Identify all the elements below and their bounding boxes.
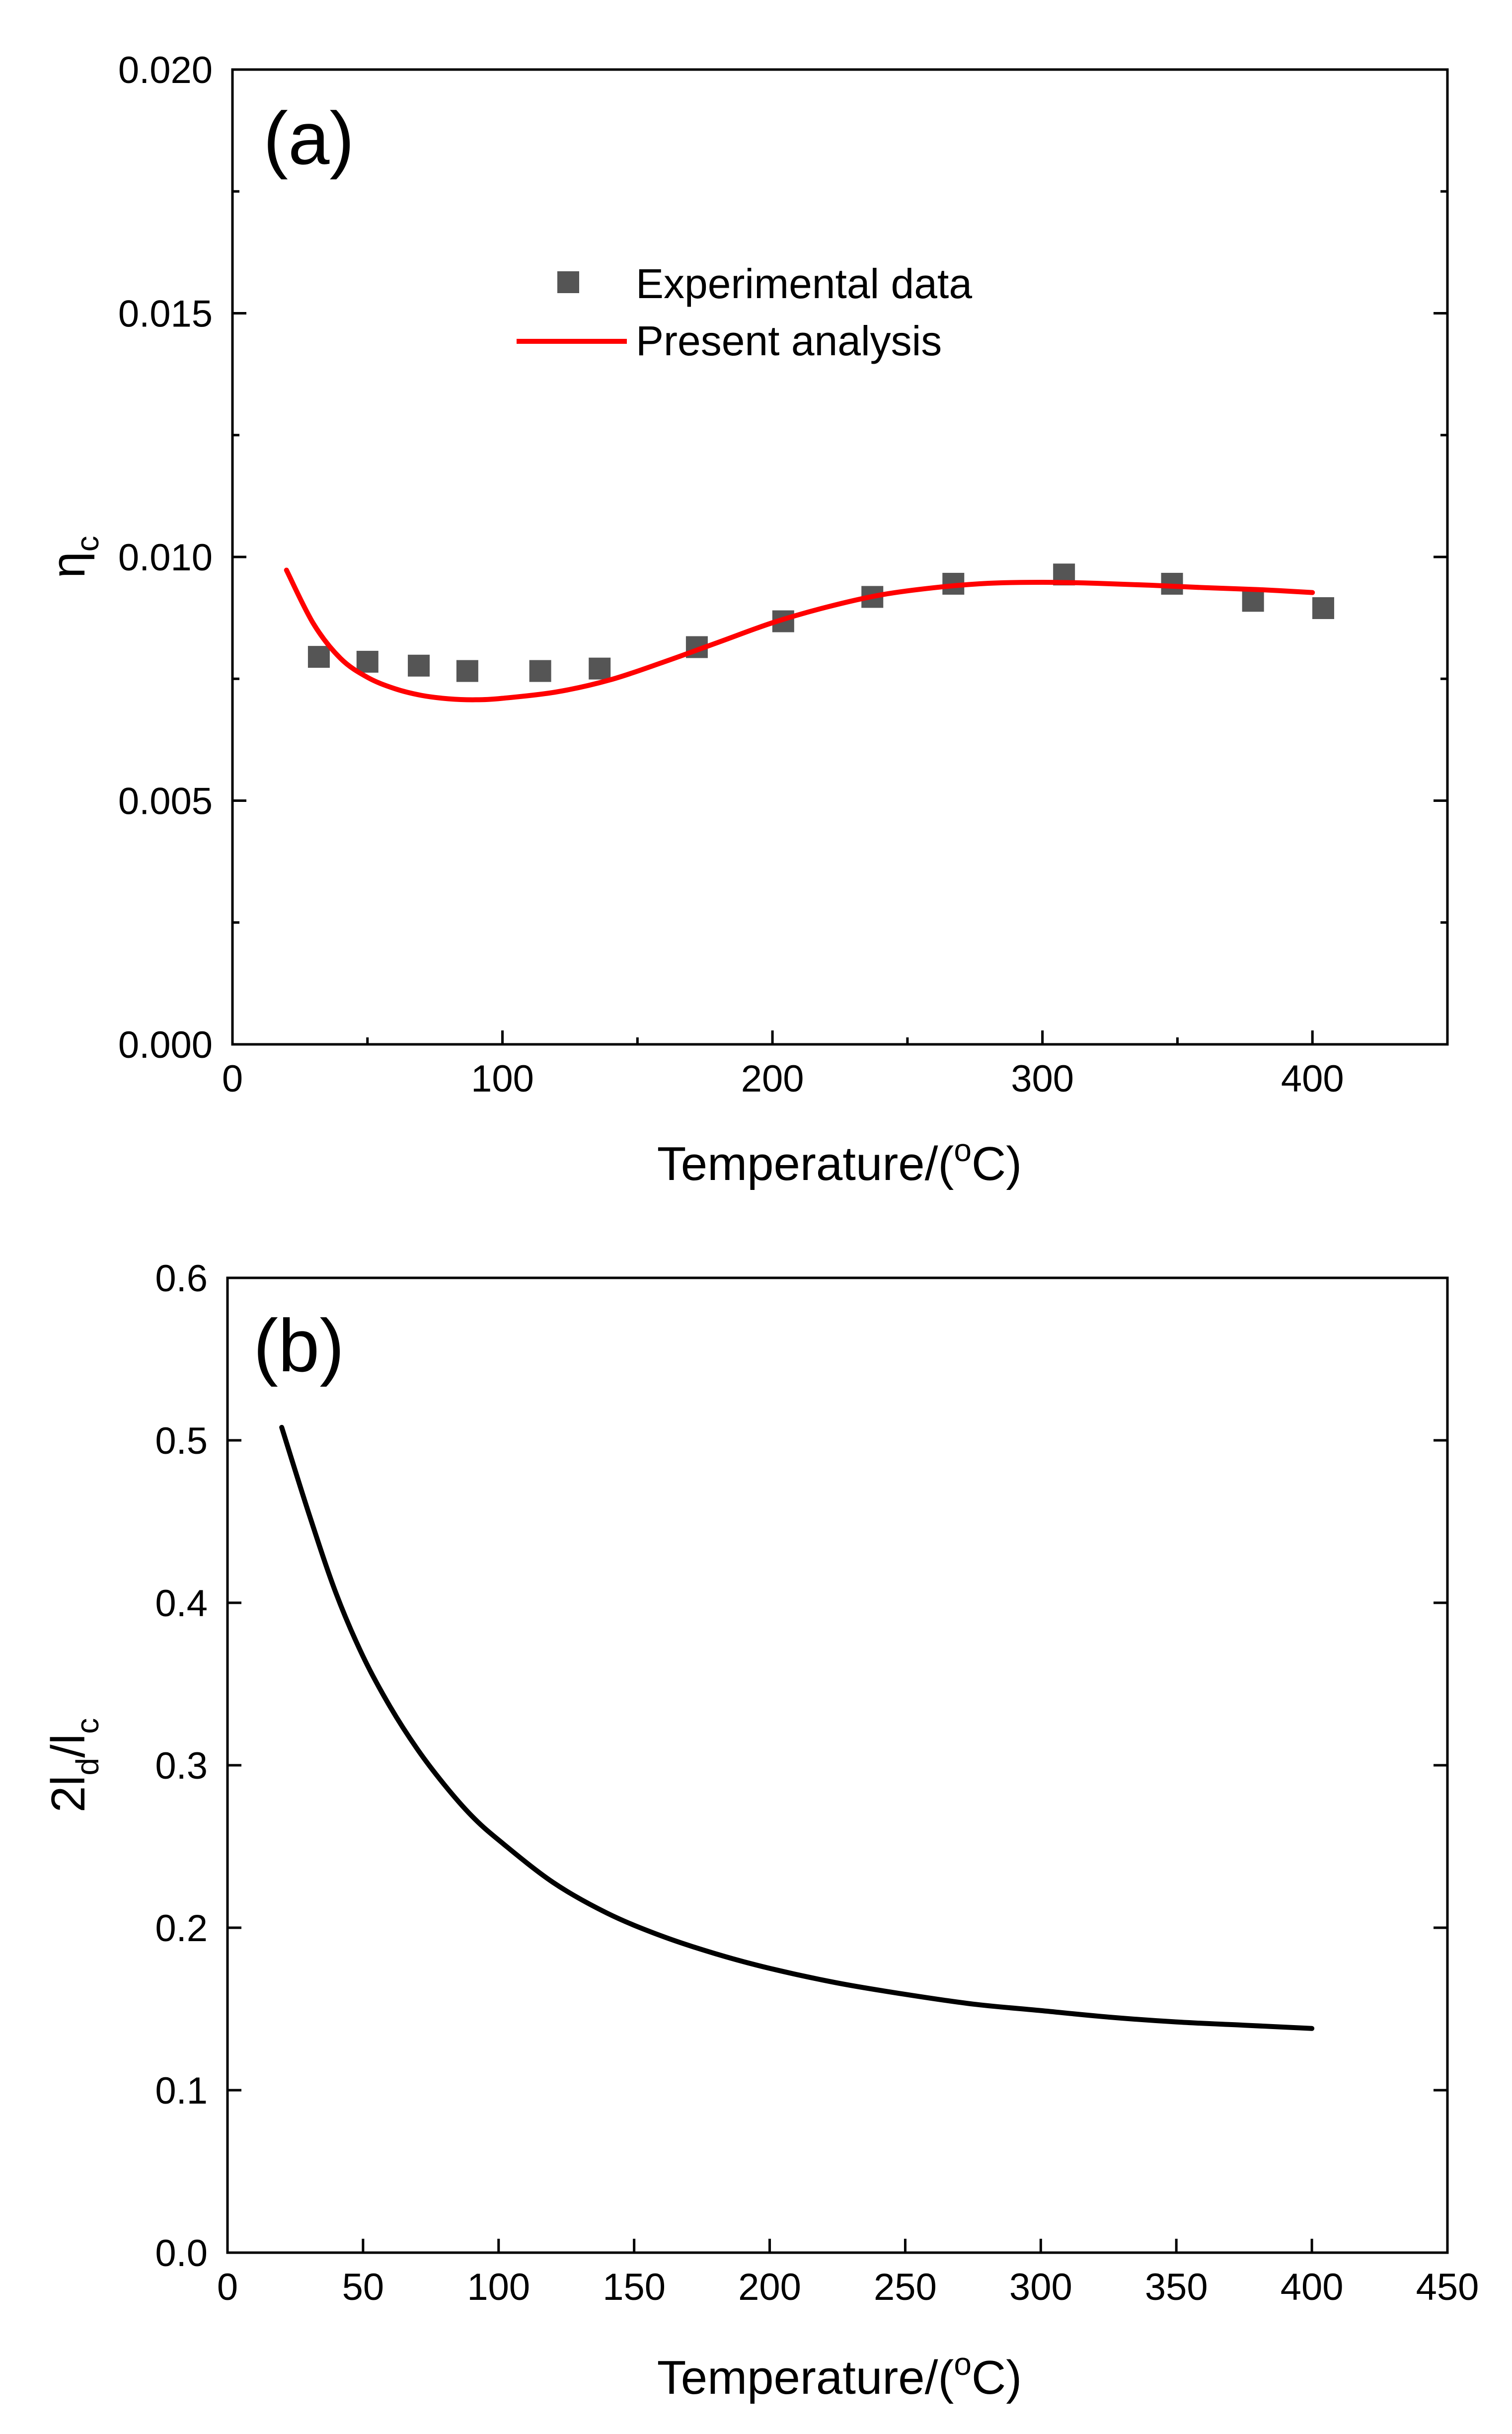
x-tick-label: 400	[1281, 2266, 1344, 2308]
y-tick-label: 0.1	[155, 2070, 208, 2112]
y-tick-label: 0.4	[155, 1582, 208, 1625]
x-tick-label: 150	[603, 2266, 666, 2308]
x-tick-label: 400	[1281, 1058, 1344, 1100]
panel-a-legend: Experimental data Present analysis	[517, 260, 972, 364]
y-tick-label: 0.2	[155, 1907, 208, 1950]
x-tick-label: 350	[1145, 2266, 1208, 2308]
data-point-experimental	[589, 657, 611, 680]
x-tick-label: 250	[874, 2266, 937, 2308]
panel-a-label: (a)	[263, 96, 354, 180]
panel-a-ticks: 0 100 200 300 400 0.000 0.005 0.010 0.015 0.020	[118, 49, 1447, 1100]
y-tick-label: 0.000	[118, 1024, 213, 1066]
panel-a-y-axis-title: ηc	[42, 536, 105, 578]
panel-b-y-axis-title: 2ld/lc	[42, 1718, 105, 1812]
series-line-2ld-lc	[279, 1424, 1315, 2031]
data-point-experimental	[456, 660, 478, 682]
x-tick-label: 300	[1009, 2266, 1072, 2308]
legend-marker-experimental	[557, 271, 579, 293]
data-point-experimental	[529, 660, 551, 682]
x-tick-label: 300	[1011, 1058, 1074, 1100]
y-tick-label: 0.5	[155, 1420, 208, 1462]
panel-b-series	[279, 1424, 1315, 2031]
x-tick-label: 0	[222, 1058, 243, 1100]
panel-b-x-axis-title: Temperature/(oC)	[657, 2346, 1022, 2404]
data-point-experimental	[408, 654, 430, 677]
x-tick-label: 100	[471, 1058, 534, 1100]
data-point-experimental	[1312, 597, 1334, 620]
y-tick-label: 0.6	[155, 1257, 208, 1300]
x-tick-label: 450	[1416, 2266, 1479, 2308]
y-tick-label: 0.020	[118, 49, 213, 91]
legend-label-present-analysis: Present analysis	[636, 317, 942, 364]
series-line-present-analysis	[284, 567, 1315, 703]
panel-a: 0 100 200 300 400 0.000 0.005 0.010 0.015 0.020 (…	[42, 49, 1449, 1190]
x-tick-label: 200	[738, 2266, 801, 2308]
x-tick-label: 100	[467, 2266, 530, 2308]
x-tick-label: 50	[342, 2266, 384, 2308]
panel-b: 0 50 100 150 200 250 300 350 400 450 0.0 0.1 0.2 0.3 0…	[42, 1257, 1479, 2404]
x-tick-label: 200	[741, 1058, 804, 1100]
y-tick-label: 0.005	[118, 781, 213, 823]
legend-label-experimental: Experimental data	[636, 260, 972, 307]
y-tick-label: 0.3	[155, 1745, 208, 1787]
panel-b-ticks: 0 50 100 150 200 250 300 350 400 450 0.0 0.1 0.2 0.3 0…	[155, 1257, 1479, 2308]
data-point-experimental	[307, 646, 330, 668]
panel-b-label: (b)	[253, 1304, 344, 1387]
y-tick-label: 0.010	[118, 537, 213, 579]
y-tick-label: 0.0	[155, 2232, 208, 2275]
x-tick-label: 0	[217, 2266, 238, 2308]
data-point-experimental	[1242, 590, 1264, 612]
y-tick-label: 0.015	[118, 293, 213, 335]
panel-a-x-axis-title: Temperature/(oC)	[657, 1132, 1022, 1190]
panel-a-series	[284, 563, 1334, 703]
data-point-experimental	[356, 650, 378, 673]
